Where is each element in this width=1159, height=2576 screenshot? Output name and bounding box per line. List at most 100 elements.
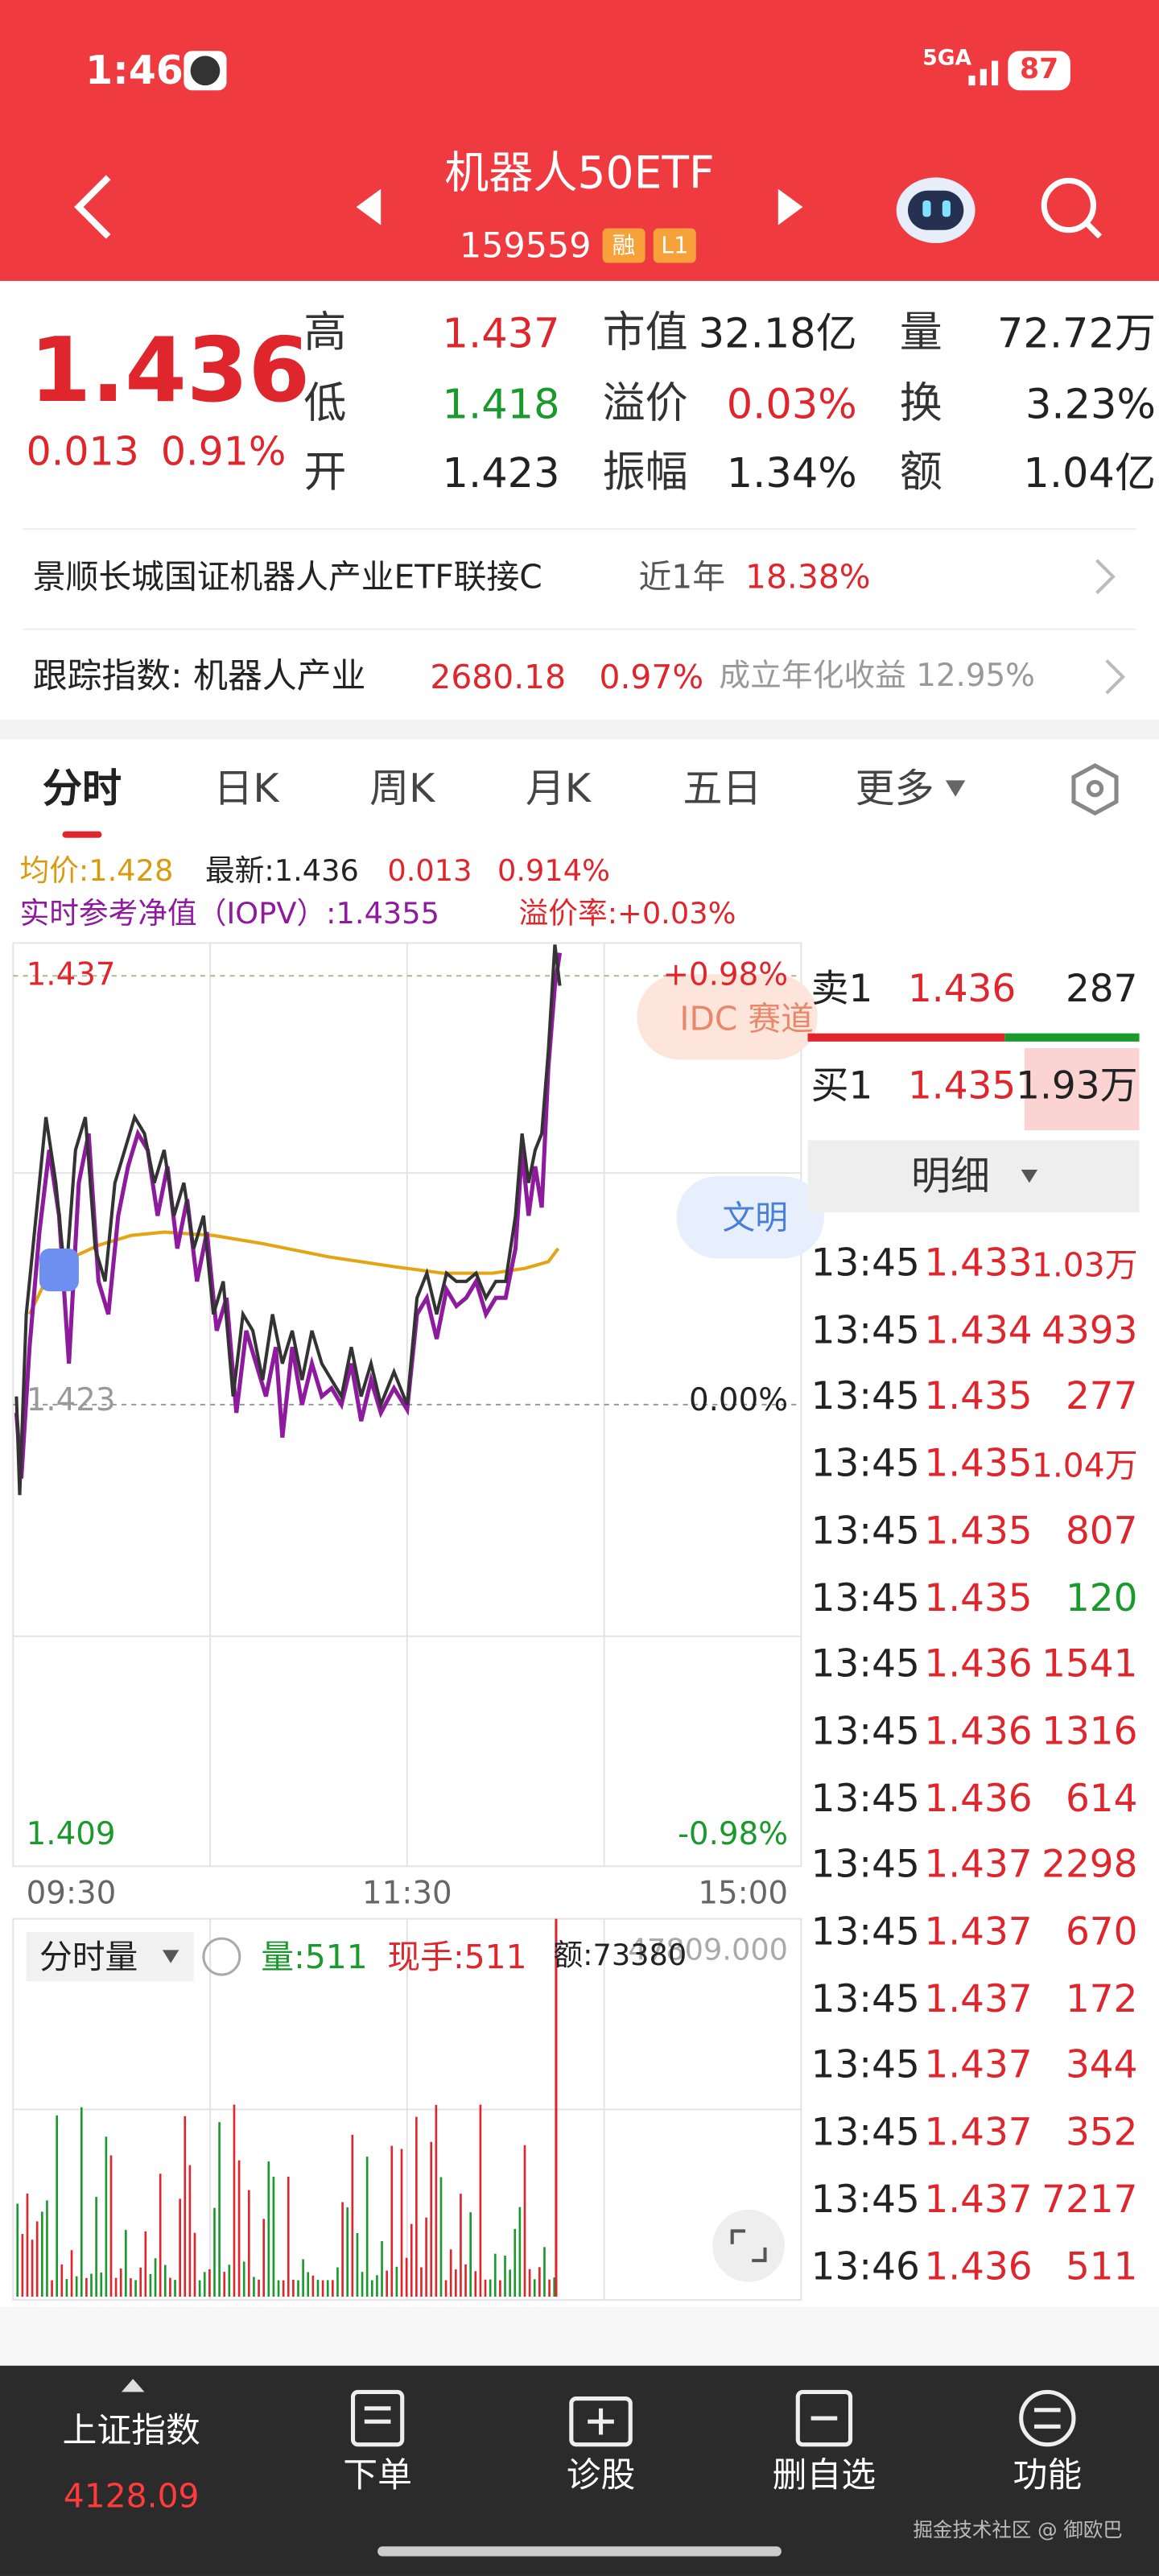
signal-icon [968, 60, 999, 86]
dropdown-arrow [1021, 1170, 1038, 1183]
volume-bar [548, 2279, 551, 2297]
expand-arrow[interactable] [121, 2379, 145, 2392]
trade-time: 13:45 [810, 1376, 920, 1420]
stat-value: 0.03% [726, 380, 857, 428]
badge-bg [602, 228, 645, 263]
volume-bar [46, 2200, 48, 2297]
volume-bar [297, 2280, 299, 2297]
volume-bar [509, 2269, 511, 2297]
overlay-text[interactable]: IDC 赛道 [679, 998, 814, 1038]
stat-value: 1.04亿 [1023, 449, 1156, 497]
fund-name[interactable]: 景顺长城国证机器人产业ETF联接C [32, 556, 542, 597]
nav-index-name[interactable]: 上证指数 [62, 2410, 200, 2450]
nav-item[interactable]: 功能 [1013, 2454, 1083, 2495]
stat-label: 低 [303, 379, 347, 429]
volume-bar [51, 2280, 53, 2297]
nav-index-value: 4128.09 [63, 2475, 200, 2516]
bid-volume: 1.93万 [1016, 1065, 1138, 1108]
stat-label: 额 [899, 448, 942, 498]
stock-code: 159559 [459, 225, 592, 266]
trade-time: 13:45 [810, 1911, 920, 1955]
settings-icon[interactable] [1071, 763, 1119, 816]
volume-bar [484, 2279, 487, 2297]
overlay-pill[interactable] [676, 1176, 824, 1259]
trade-price: 1.435 [924, 1577, 1033, 1620]
index-annualized: 成立年化收益 12.95% [719, 658, 1036, 695]
volume-bar [70, 2250, 73, 2297]
volume-bar [405, 2257, 408, 2297]
volume-bar [16, 2203, 19, 2297]
volume-bar [415, 2116, 418, 2297]
stat-value: 1.423 [442, 449, 560, 497]
fullscreen-button[interactable] [712, 2209, 785, 2282]
help-icon[interactable] [202, 1937, 241, 1976]
overlay-pill[interactable] [637, 974, 818, 1060]
volume-bar [134, 2280, 137, 2297]
legend-premium: 溢价率:+0.03% [518, 897, 736, 932]
index-label[interactable]: 跟踪指数: 机器人产业 [32, 656, 366, 696]
volume-bar [203, 2272, 206, 2297]
chevron[interactable] [1105, 658, 1126, 695]
legend-iopv: 实时参考净值（IOPV）:1.4355 [19, 897, 440, 932]
next-arrow[interactable] [777, 188, 803, 225]
volume-bar [543, 2247, 546, 2297]
chart-tab[interactable]: 更多 [855, 766, 934, 812]
search-button[interactable] [1041, 177, 1103, 239]
trade-time: 13:46 [810, 2245, 920, 2289]
chart-tab[interactable]: 日K [213, 766, 279, 812]
chevron[interactable] [1095, 559, 1116, 595]
chart-tab[interactable]: 分时 [43, 766, 122, 812]
volume-bar [130, 2278, 132, 2297]
detail-tab-label[interactable]: 明细 [911, 1153, 990, 1199]
trade-volume: 1.04万 [1031, 1446, 1138, 1486]
volume-bar [223, 2272, 226, 2297]
volume-selector[interactable]: 分时量 [39, 1937, 138, 1977]
volume-bar [242, 2261, 245, 2297]
volume-bar [474, 2271, 477, 2297]
nav-item[interactable]: 诊股 [566, 2454, 636, 2495]
volume-bar [262, 2219, 266, 2297]
index-value: 2680.18 [430, 657, 567, 697]
volume-bar [449, 2249, 452, 2297]
bid-bar [1004, 1033, 1140, 1042]
volume-bar [489, 2279, 492, 2297]
time-axis-label: 11:30 [361, 1875, 452, 1912]
volume-bar [100, 2273, 103, 2297]
nav-item[interactable]: 删自选 [772, 2454, 876, 2495]
price-axis-label: -0.98% [677, 1816, 789, 1853]
trade-volume: 511 [1065, 2245, 1138, 2289]
trade-time: 13:45 [810, 1844, 920, 1888]
volume-scale: 47809.000 [628, 1934, 789, 1968]
trade-volume: 1316 [1041, 1711, 1138, 1754]
chart-tab[interactable]: 五日 [683, 766, 762, 812]
robot-icon[interactable] [896, 177, 975, 244]
ask-volume: 287 [1065, 968, 1138, 1012]
trade-volume: 172 [1065, 1978, 1138, 2021]
volume-bar [307, 2272, 310, 2297]
detail-tab[interactable] [807, 1140, 1140, 1213]
back-button[interactable] [74, 175, 111, 239]
fullscreen-icon [752, 2247, 767, 2263]
volume-bar [188, 2165, 192, 2297]
selector-bg[interactable] [26, 1931, 194, 1982]
volume-bar [376, 2275, 378, 2297]
nav-item[interactable]: 下单 [343, 2454, 412, 2495]
volume-bar [533, 2279, 536, 2297]
prev-arrow[interactable] [356, 188, 382, 225]
volume-bar [95, 2197, 97, 2297]
overlay-text[interactable]: 文明 [722, 1197, 789, 1237]
volume-bar [346, 2207, 349, 2297]
event-marker[interactable] [39, 1249, 79, 1292]
chart-tab[interactable]: 月K [525, 766, 592, 812]
trade-time: 13:45 [810, 1309, 920, 1352]
volume-bar [26, 2193, 29, 2297]
volume-bar [267, 2161, 270, 2297]
volume-bar [287, 2176, 290, 2297]
volume-bar [370, 2280, 373, 2297]
price-line [14, 944, 562, 1496]
volume-bar [109, 2155, 113, 2297]
volume-bar [400, 2149, 403, 2297]
watermark: 掘金技术社区 @ 御欧巴 [913, 2518, 1123, 2542]
chart-tab[interactable]: 周K [369, 766, 435, 812]
stat-label: 振幅 [602, 448, 688, 498]
